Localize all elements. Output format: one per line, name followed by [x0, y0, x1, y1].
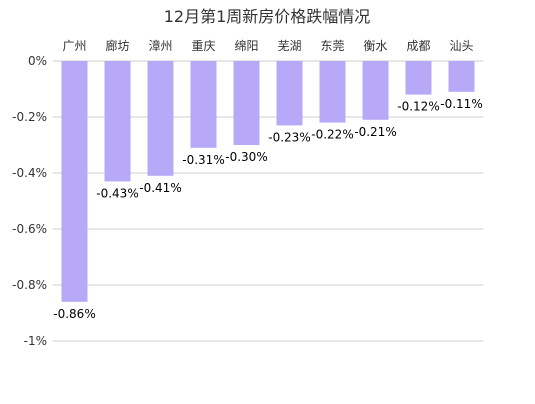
category-label: 漳州: [148, 38, 172, 53]
data-label: -0.41%: [139, 181, 181, 195]
category-label: 廊坊: [105, 38, 129, 53]
chart-title: 12月第1周新房价格跌幅情况: [164, 7, 371, 26]
bar: [362, 61, 389, 120]
bar: [61, 61, 88, 302]
data-label: -0.23%: [268, 130, 310, 144]
bar: [319, 61, 346, 123]
y-tick-label: -0.6%: [12, 222, 47, 236]
category-label: 广州: [62, 39, 86, 53]
bar: [233, 61, 260, 145]
category-label: 芜湖: [277, 38, 301, 53]
y-tick-label: -0.2%: [12, 110, 47, 124]
category-label: 东莞: [320, 39, 344, 53]
bar: [147, 61, 174, 176]
bar: [405, 61, 432, 95]
data-label: -0.86%: [53, 307, 95, 321]
data-labels: -0.86%-0.43% -0.41%-0.31% -0.30%-0.23% -0.2…: [53, 97, 482, 321]
category-label: 绵阳: [234, 39, 258, 53]
y-tick-label: -0.8%: [12, 278, 47, 292]
y-tick-label: -1%: [24, 334, 47, 348]
data-label: -0.21%: [354, 125, 396, 139]
y-tick-label: 0%: [28, 54, 47, 68]
y-axis-ticks: 0% -0.2% -0.4% -0.6% -0.8% -1%: [12, 54, 47, 348]
bar: [190, 61, 217, 148]
bar: [276, 61, 303, 126]
bar: [448, 61, 475, 92]
bars: [61, 61, 475, 302]
category-label: 成都: [406, 39, 430, 53]
category-labels: 广州 廊坊 漳州 重庆 绵阳 芜湖 东莞 衡水 成都 汕头: [62, 38, 473, 53]
data-label: -0.12%: [397, 100, 439, 114]
category-label: 重庆: [191, 39, 215, 53]
data-label: -0.30%: [225, 150, 267, 164]
data-label: -0.43%: [96, 186, 138, 200]
bar: [104, 61, 131, 182]
data-label: -0.11%: [440, 97, 482, 111]
data-label: -0.22%: [311, 128, 353, 142]
data-label: -0.31%: [182, 153, 224, 167]
y-tick-label: -0.4%: [12, 166, 47, 180]
category-label: 衡水: [363, 39, 387, 53]
category-label: 汕头: [449, 39, 473, 53]
